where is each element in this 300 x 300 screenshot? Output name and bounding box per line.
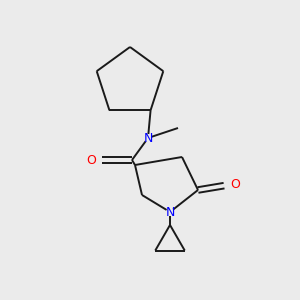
Text: O: O xyxy=(230,178,240,191)
Text: N: N xyxy=(165,206,175,218)
Text: O: O xyxy=(86,154,96,166)
Text: N: N xyxy=(143,131,153,145)
